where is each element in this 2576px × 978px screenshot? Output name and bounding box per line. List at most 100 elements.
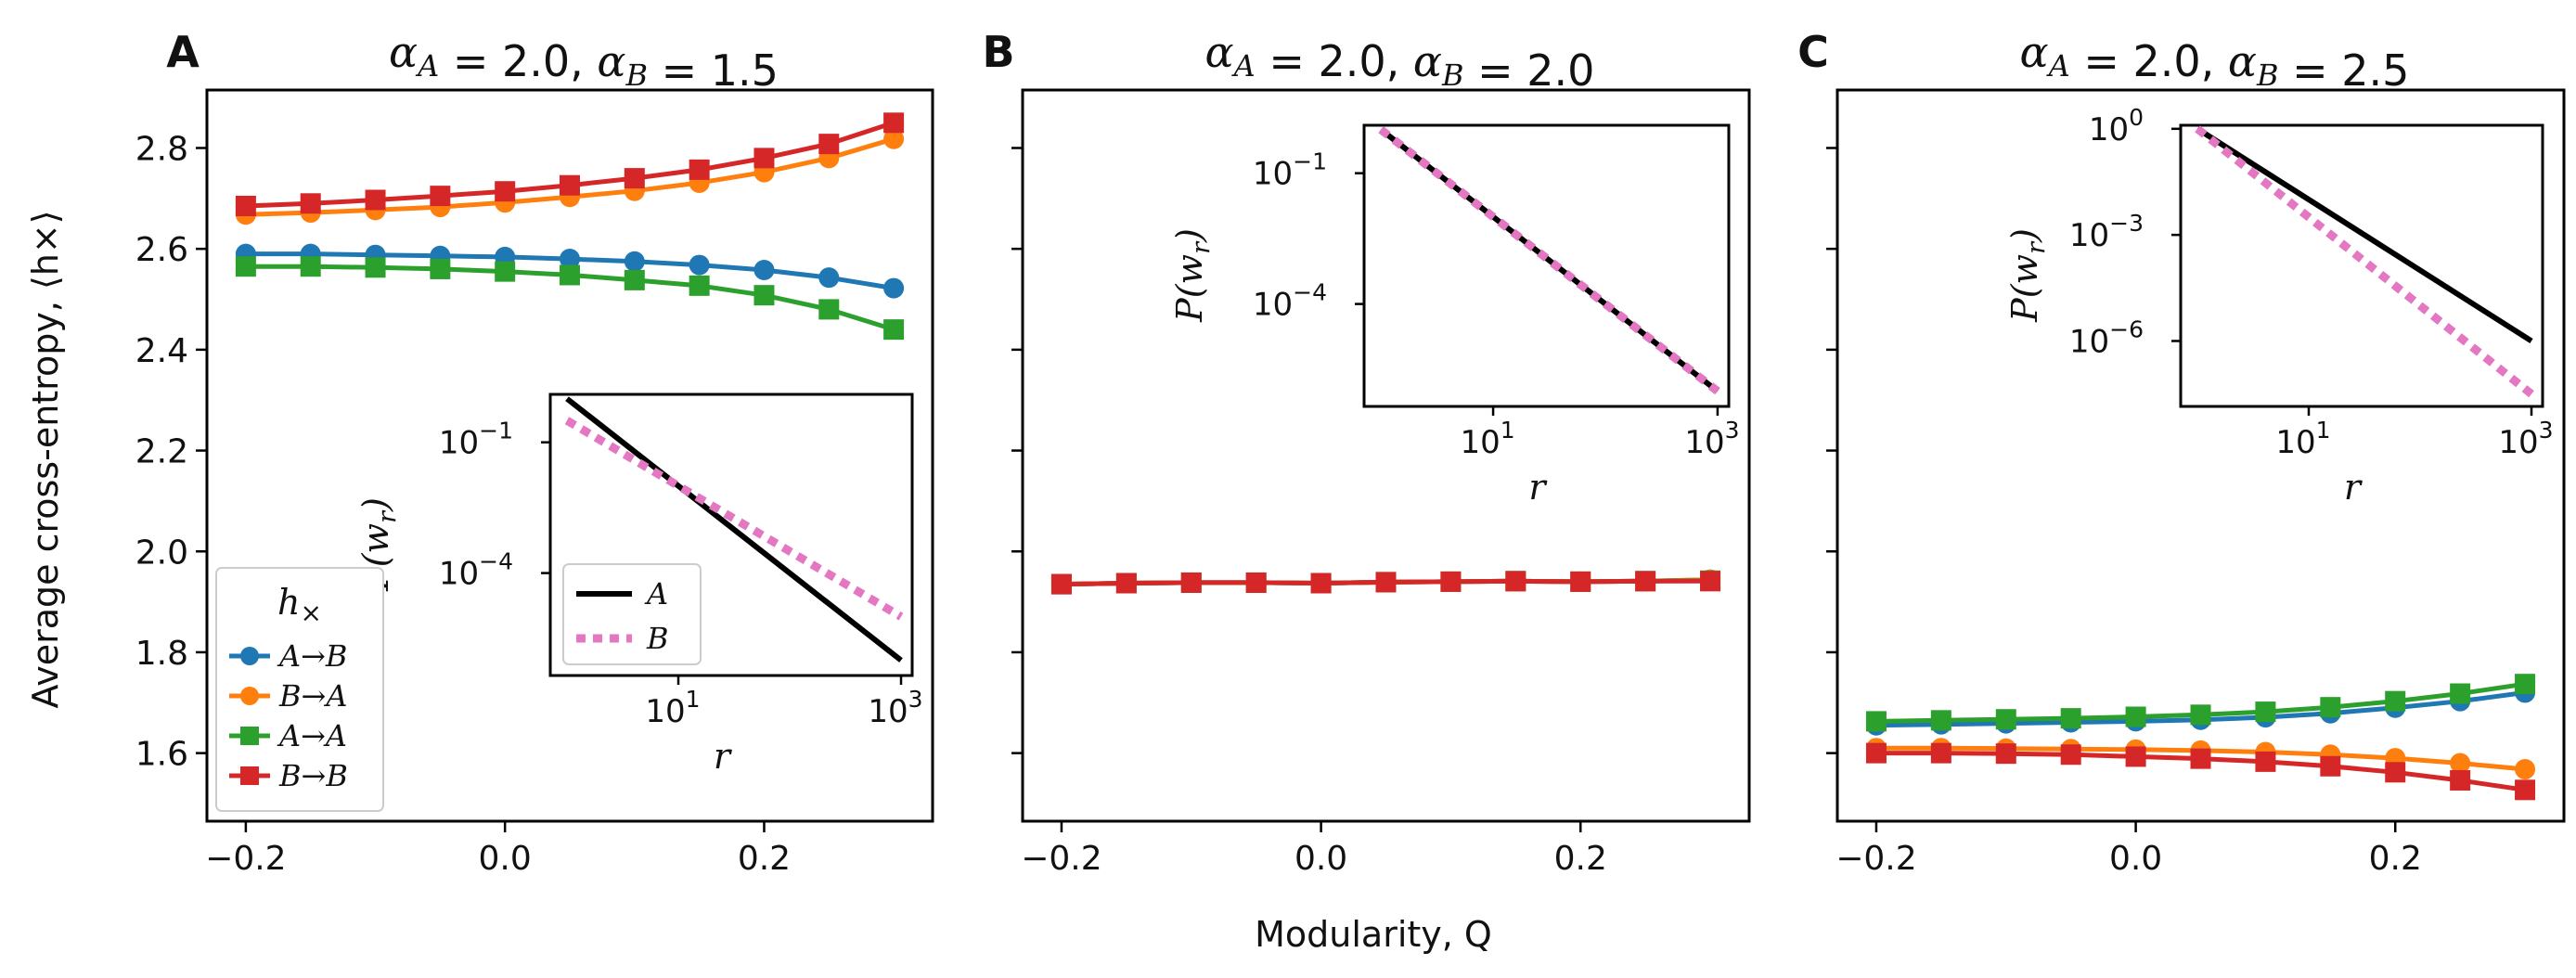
data-point (235, 195, 256, 216)
inset-y-tick-label: 10−4 (439, 548, 513, 593)
data-point (2125, 746, 2146, 767)
data-point (2515, 674, 2536, 695)
data-point (300, 193, 321, 214)
inset-line-b (1378, 126, 1720, 395)
legend-marker (240, 687, 259, 705)
x-tick-label: 0.0 (2109, 840, 2162, 878)
data-point (2515, 759, 2536, 780)
x-tick-label: 0.2 (738, 840, 791, 878)
data-point (365, 189, 386, 211)
y-tick-label: 1.6 (135, 736, 188, 774)
y-tick-label: 2.2 (135, 433, 188, 471)
data-point (2320, 697, 2341, 718)
data-point (2450, 769, 2471, 791)
legend-box (215, 567, 384, 812)
data-point (560, 249, 580, 270)
legend-marker (240, 647, 259, 665)
data-point (560, 264, 580, 286)
data-point (883, 319, 905, 341)
data-point (560, 174, 580, 196)
data-point (495, 261, 516, 282)
data-point (1375, 572, 1397, 593)
inset-y-tick-label: 10−4 (1253, 279, 1327, 324)
axes-frame (205, 88, 934, 823)
data-point (2060, 708, 2081, 729)
data-point (2385, 690, 2406, 712)
data-point (818, 134, 840, 155)
data-point (1180, 572, 1202, 593)
data-point (365, 257, 386, 278)
inset-y-tick-label: 10−3 (2069, 210, 2144, 254)
y-tick-label: 2.0 (135, 534, 188, 572)
panel-letter: A (166, 27, 200, 77)
x-tick-label: 0.2 (2369, 840, 2422, 878)
data-point (1995, 743, 2016, 765)
data-point (1930, 742, 1951, 764)
data-point (1995, 709, 2016, 730)
panel-title: αA = 2.0, αB = 2.5 (2020, 27, 2410, 96)
panel-a: 1.6 1.8 2.0 2.2 2.4 2.6 2.8 −0.2 0.0 0.2 A αA = 2.0… (135, 27, 934, 878)
data-point (2060, 744, 2081, 766)
legend-label: B→A (278, 678, 347, 714)
panel-title: αA = 2.0, αB = 1.5 (389, 27, 779, 96)
inset-line-a (565, 396, 903, 663)
x-tick-label: 0.2 (1554, 840, 1607, 878)
data-point (1865, 711, 1887, 732)
legend-label: B (646, 621, 669, 656)
inset-x-tick-label: 101 (1460, 417, 1514, 461)
data-point (1245, 572, 1267, 593)
data-point (1505, 571, 1526, 592)
data-point (2255, 751, 2276, 772)
axes-frame (1835, 88, 2566, 823)
inset-y-label: P(wr) (1169, 228, 1216, 323)
data-point (753, 285, 775, 306)
inset-y-tick-label: 10−6 (2069, 315, 2144, 360)
legend-label: A→A (277, 718, 347, 753)
inset-y-tick-label: 10−1 (439, 418, 513, 462)
inset-y-label: P(wr) (2004, 228, 2051, 323)
data-point (689, 159, 710, 180)
data-point (300, 256, 321, 277)
inset-line-a (2196, 126, 2533, 344)
data-point (624, 168, 645, 189)
inset-x-label: r (2344, 467, 2363, 508)
data-point (1050, 573, 1072, 595)
inset: 101 103 10−1 10−4 r P(wr) (1169, 123, 1739, 508)
y-tick-label: 1.8 (135, 635, 188, 673)
inset-frame (1362, 123, 1731, 408)
data-point (495, 181, 516, 202)
data-point (2450, 753, 2471, 774)
x-tick-label: 0.0 (479, 840, 532, 878)
data-point (430, 258, 451, 279)
legend-marker (240, 727, 259, 745)
y-axis-label: Average cross-entropy, ⟨h×⟩ (25, 210, 66, 708)
main-legend: h× A→B B→A A→A B→B (215, 567, 384, 812)
y-tick-label: 2.6 (135, 231, 188, 269)
inset-x-tick-label: 103 (868, 686, 922, 730)
data-point (1310, 573, 1332, 594)
inset-x-tick-label: 101 (645, 686, 700, 730)
data-point (689, 275, 710, 296)
inset-x-label: r (1528, 467, 1548, 508)
data-point (1115, 573, 1137, 594)
data-point (2190, 748, 2211, 769)
data-point (883, 128, 905, 149)
inset-x-label: r (714, 736, 733, 777)
x-tick-label: −0.2 (205, 840, 286, 878)
data-point (624, 251, 645, 272)
data-point (1930, 710, 1951, 731)
data-point (1570, 571, 1591, 592)
data-point (1700, 571, 1721, 592)
data-point (2125, 706, 2146, 727)
data-point (2190, 704, 2211, 726)
axes-frame (1021, 88, 1751, 823)
data-point (2450, 683, 2471, 704)
y-tick-label: 2.4 (135, 332, 188, 370)
legend-label: A (644, 576, 668, 611)
data-point (883, 112, 905, 134)
panel-title: αA = 2.0, αB = 2.0 (1205, 27, 1595, 96)
x-tick-label: 0.0 (1294, 840, 1347, 878)
